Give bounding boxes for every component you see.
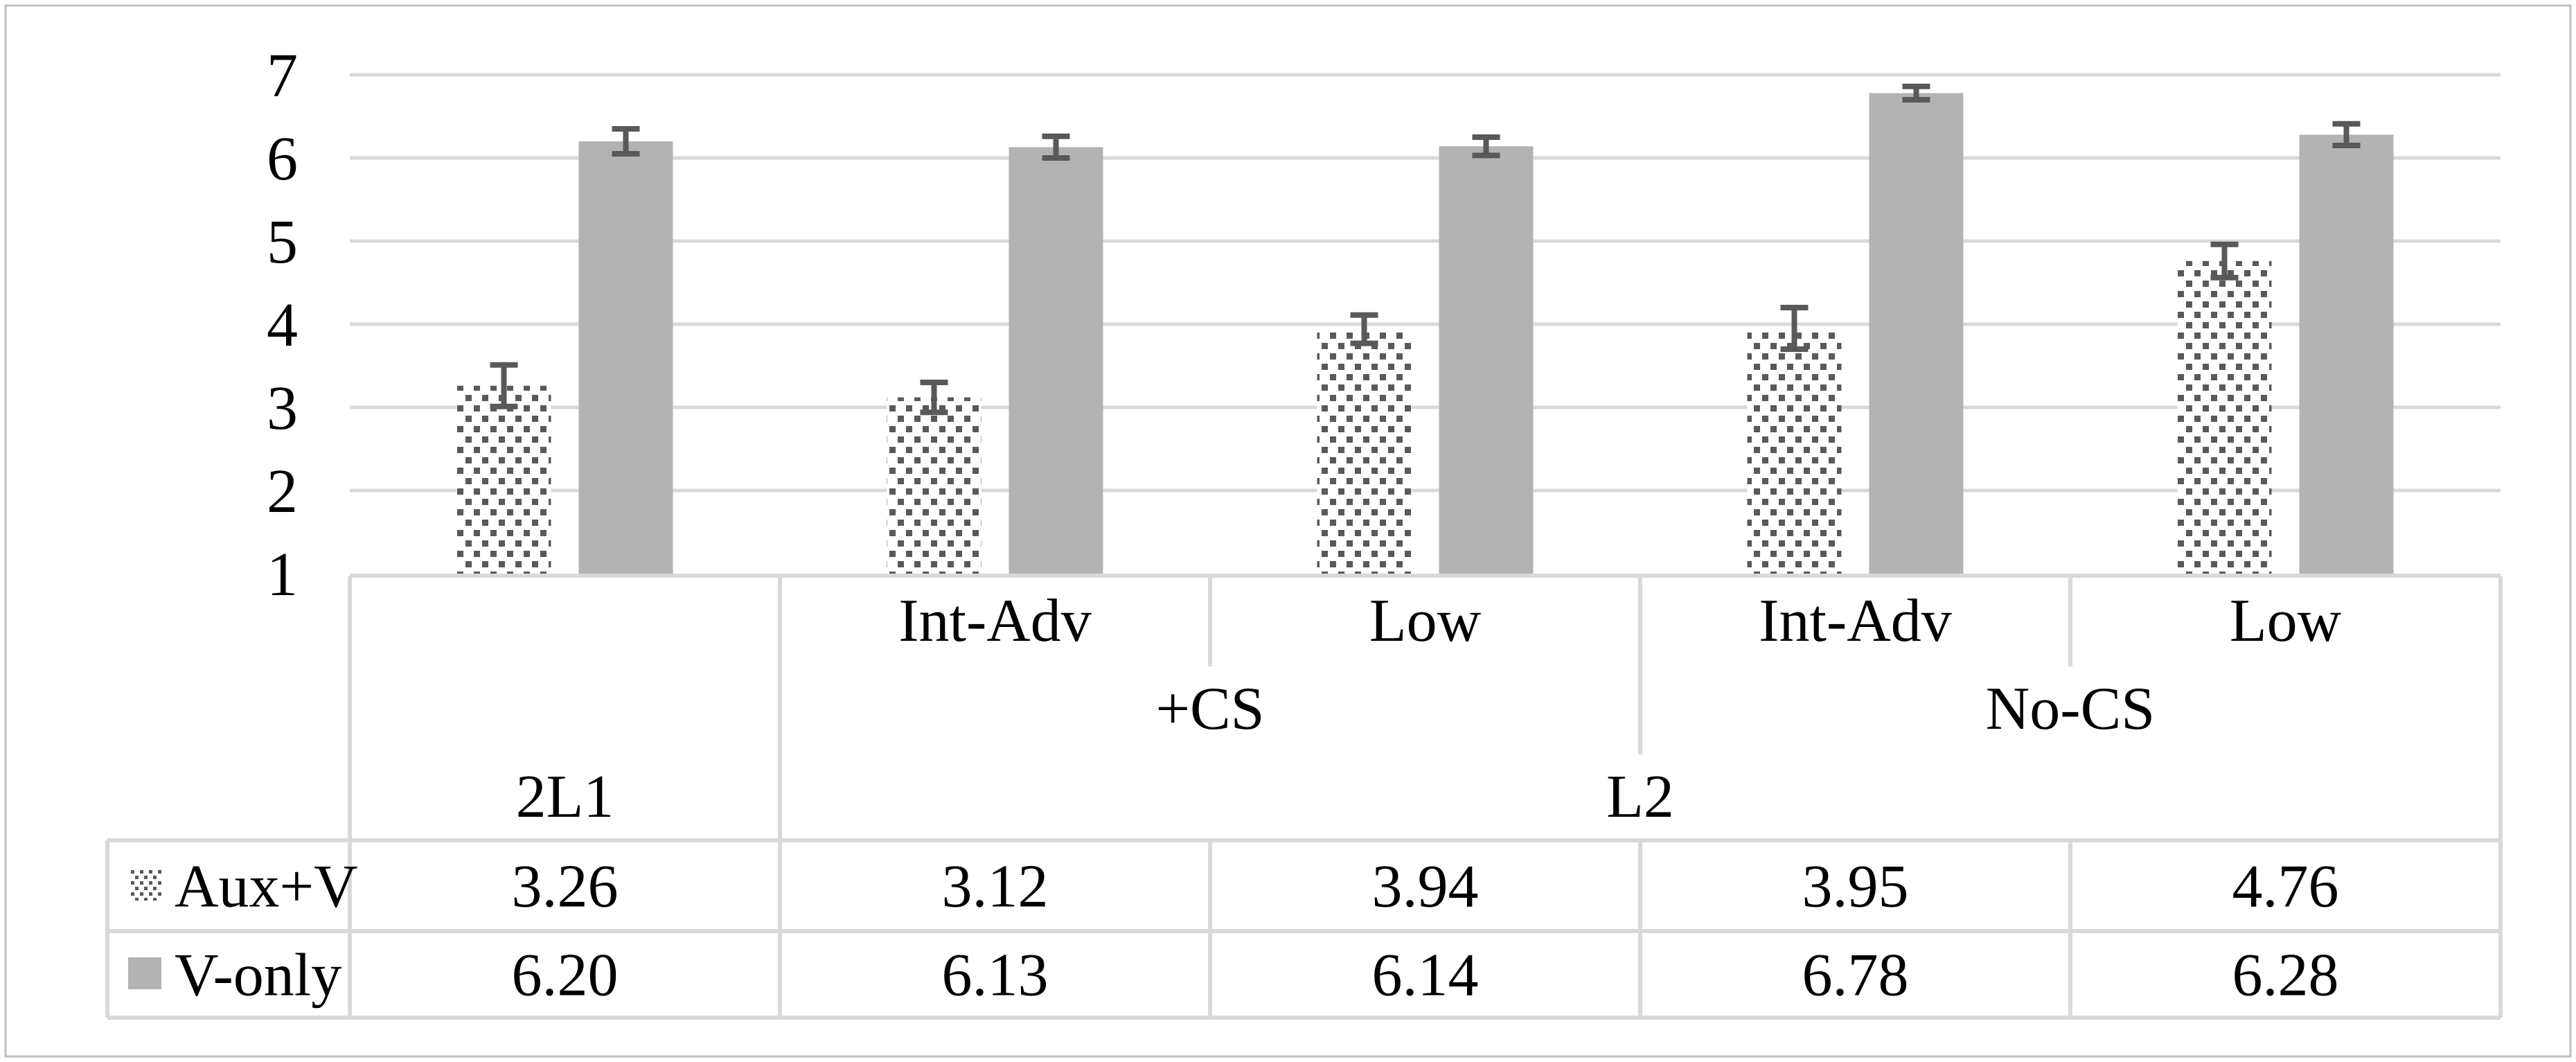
category-label-level3: L2 [1606,763,1674,831]
table-value: 4.76 [2232,853,2339,921]
y-tick-label: 4 [267,291,298,360]
table-value: 3.12 [942,853,1049,921]
gridlines [350,73,2501,493]
legend-label: Aux+V [175,853,358,921]
category-label-level1: Int-Adv [898,587,1092,655]
bar-dotted-cat1 [887,397,981,574]
table-value: 6.20 [512,942,619,1009]
legend [128,869,161,989]
bar-dotted-cat3 [1747,328,1842,574]
category-label-level1: Int-Adv [1759,587,1952,655]
bar-dotted-cat4 [2177,260,2272,574]
table-value: 6.13 [942,942,1049,1009]
category-label-level2: +CS [1155,675,1264,743]
bar-solid-cat3 [1869,93,1964,574]
legend-label: V-only [175,942,341,1009]
legend-swatch-dotted [130,869,161,901]
bar-dotted-cat2 [1317,329,1412,574]
figure-border [4,4,2572,1058]
category-label-level3: 2L1 [516,763,614,831]
y-tick-label: 1 [267,540,298,609]
legend-swatch-solid [128,957,161,989]
y-tick-label: 5 [267,208,298,276]
table-value: 3.26 [512,853,619,921]
bars [456,93,2394,574]
axis-table-borders [105,574,2503,1020]
table-value: 3.94 [1372,853,1479,921]
bar-solid-cat0 [578,141,673,574]
table-value: 6.78 [1802,942,1909,1009]
table-value: 6.14 [1372,942,1479,1009]
y-tick-label: 7 [267,42,298,110]
bar-solid-cat1 [1009,147,1103,574]
table-value: 6.28 [2232,942,2339,1009]
category-label-level2: No-CS [1986,675,2156,743]
bar-solid-cat4 [2299,134,2394,574]
labels: 1 2 3 4 5 6 7 Int-Adv Low Int-Adv Low +CS No-CS 2L1 L2… [175,42,2342,1009]
y-tick-label: 2 [267,457,298,526]
bar-dotted-cat0 [456,385,551,574]
error-bars [490,83,2361,416]
table-value: 3.95 [1802,853,1909,921]
y-tick-label: 3 [267,374,298,443]
bar-solid-cat2 [1439,146,1534,574]
y-tick-label: 6 [267,125,298,193]
category-label-level1: Low [2230,587,2342,655]
category-label-level1: Low [1369,587,1482,655]
